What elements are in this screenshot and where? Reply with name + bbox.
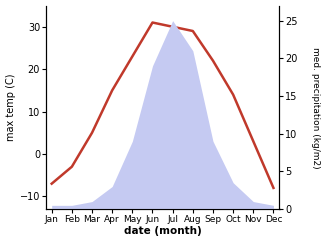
Y-axis label: max temp (C): max temp (C) xyxy=(6,74,16,141)
X-axis label: date (month): date (month) xyxy=(124,227,201,236)
Y-axis label: med. precipitation (kg/m2): med. precipitation (kg/m2) xyxy=(311,46,320,168)
